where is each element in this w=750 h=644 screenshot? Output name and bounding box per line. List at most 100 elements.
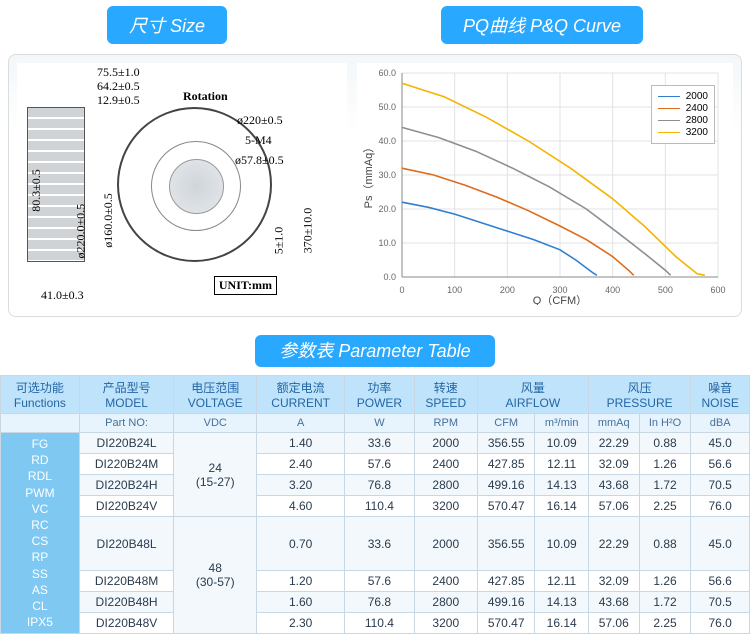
data-cell: 3.20 <box>257 475 345 496</box>
data-cell: 10.09 <box>535 517 588 571</box>
data-cell: 56.6 <box>691 454 750 475</box>
data-cell: 3200 <box>414 496 477 517</box>
svg-text:0.0: 0.0 <box>383 272 396 282</box>
svg-text:Ps（mmAq）: Ps（mmAq） <box>362 142 375 209</box>
data-cell: 16.14 <box>535 613 588 634</box>
data-cell: 1.26 <box>639 454 691 475</box>
model-cell: DI220B24V <box>79 496 174 517</box>
model-cell: DI220B24H <box>79 475 174 496</box>
svg-text:600: 600 <box>710 285 725 295</box>
unit-header: In H²O <box>639 414 691 433</box>
svg-text:60.0: 60.0 <box>378 68 396 78</box>
data-cell: 70.5 <box>691 592 750 613</box>
data-cell: 1.40 <box>257 433 345 454</box>
data-cell: 1.60 <box>257 592 345 613</box>
dim-label: ø220.0±0.5 <box>74 204 89 259</box>
data-cell: 32.09 <box>588 571 639 592</box>
svg-text:200: 200 <box>500 285 515 295</box>
legend-item: 3200 <box>658 127 708 138</box>
model-cell: DI220B24M <box>79 454 174 475</box>
data-cell: 14.13 <box>535 475 588 496</box>
unit-header: Part NO: <box>79 414 174 433</box>
data-cell: 1.26 <box>639 571 691 592</box>
col-header: 可选功能Functions <box>1 376 80 414</box>
data-cell: 1.20 <box>257 571 345 592</box>
svg-text:30.0: 30.0 <box>378 170 396 180</box>
data-cell: 43.68 <box>588 592 639 613</box>
dim-label: 64.2±0.5 <box>97 79 140 94</box>
data-cell: 76.8 <box>345 592 415 613</box>
data-cell: 0.70 <box>257 517 345 571</box>
unit-label: UNIT:mm <box>214 276 277 295</box>
data-cell: 570.47 <box>477 613 535 634</box>
dimension-drawing: 75.5±1.0 64.2±0.5 12.9±0.5 Rotation 80.3… <box>17 63 347 305</box>
data-cell: 2.25 <box>639 613 691 634</box>
data-cell: 70.5 <box>691 475 750 496</box>
dim-label: 75.5±1.0 <box>97 65 140 80</box>
pq-chart: 01002003004005006000.010.020.030.040.050… <box>357 63 733 308</box>
col-header: 风压PRESSURE <box>588 376 691 414</box>
svg-text:400: 400 <box>605 285 620 295</box>
data-cell: 57.06 <box>588 613 639 634</box>
data-cell: 2800 <box>414 475 477 496</box>
chart-legend: 2000240028003200 <box>651 85 715 144</box>
svg-text:100: 100 <box>447 285 462 295</box>
data-cell: 4.60 <box>257 496 345 517</box>
functions-cell: FGRDRDLPWMVCRCCSRPSSASCLIPX5 <box>1 433 80 634</box>
badge-size: 尺寸 Size <box>107 6 227 44</box>
data-cell: 16.14 <box>535 496 588 517</box>
dim-label: 41.0±0.3 <box>41 288 84 303</box>
col-header: 噪音NOISE <box>691 376 750 414</box>
data-cell: 76.8 <box>345 475 415 496</box>
svg-text:0: 0 <box>399 285 404 295</box>
data-cell: 2400 <box>414 571 477 592</box>
dim-label: 80.3±0.5 <box>29 169 44 212</box>
col-header: 转速SPEED <box>414 376 477 414</box>
unit-header: W <box>345 414 415 433</box>
model-cell: DI220B48H <box>79 592 174 613</box>
svg-text:40.0: 40.0 <box>378 136 396 146</box>
dim-label: 370±10.0 <box>300 208 315 254</box>
data-cell: 76.0 <box>691 496 750 517</box>
data-cell: 427.85 <box>477 454 535 475</box>
table-row: DI220B48H1.6076.82800499.1614.1343.681.7… <box>1 592 750 613</box>
data-cell: 22.29 <box>588 433 639 454</box>
data-cell: 110.4 <box>345 613 415 634</box>
dim-label: 5-M4 <box>245 133 272 148</box>
unit-header: CFM <box>477 414 535 433</box>
data-cell: 0.88 <box>639 433 691 454</box>
data-cell: 2000 <box>414 517 477 571</box>
data-cell: 356.55 <box>477 433 535 454</box>
model-cell: DI220B48M <box>79 571 174 592</box>
header-row: 尺寸 Size PQ曲线 P&Q Curve <box>0 0 750 54</box>
data-cell: 2400 <box>414 454 477 475</box>
data-cell: 45.0 <box>691 517 750 571</box>
col-header: 功率POWER <box>345 376 415 414</box>
data-cell: 2800 <box>414 592 477 613</box>
col-header: 电压范围VOLTAGE <box>174 376 257 414</box>
data-cell: 45.0 <box>691 433 750 454</box>
fan-outline-icon <box>117 107 272 262</box>
data-cell: 356.55 <box>477 517 535 571</box>
data-cell: 22.29 <box>588 517 639 571</box>
svg-text:20.0: 20.0 <box>378 204 396 214</box>
table-row: DI220B48L48(30-57)0.7033.62000356.5510.0… <box>1 517 750 571</box>
data-cell: 0.88 <box>639 517 691 571</box>
unit-header <box>1 414 80 433</box>
data-cell: 32.09 <box>588 454 639 475</box>
data-cell: 57.06 <box>588 496 639 517</box>
data-cell: 2000 <box>414 433 477 454</box>
data-cell: 499.16 <box>477 592 535 613</box>
data-cell: 2.30 <box>257 613 345 634</box>
svg-text:50.0: 50.0 <box>378 102 396 112</box>
unit-header: mmAq <box>588 414 639 433</box>
data-cell: 570.47 <box>477 496 535 517</box>
data-cell: 12.11 <box>535 454 588 475</box>
data-cell: 43.68 <box>588 475 639 496</box>
dim-label: 12.9±0.5 <box>97 93 140 108</box>
table-row: DI220B24M2.4057.62400427.8512.1132.091.2… <box>1 454 750 475</box>
svg-text:10.0: 10.0 <box>378 238 396 248</box>
data-cell: 12.11 <box>535 571 588 592</box>
data-cell: 2.25 <box>639 496 691 517</box>
dim-label: ø160.0±0.5 <box>101 193 116 248</box>
